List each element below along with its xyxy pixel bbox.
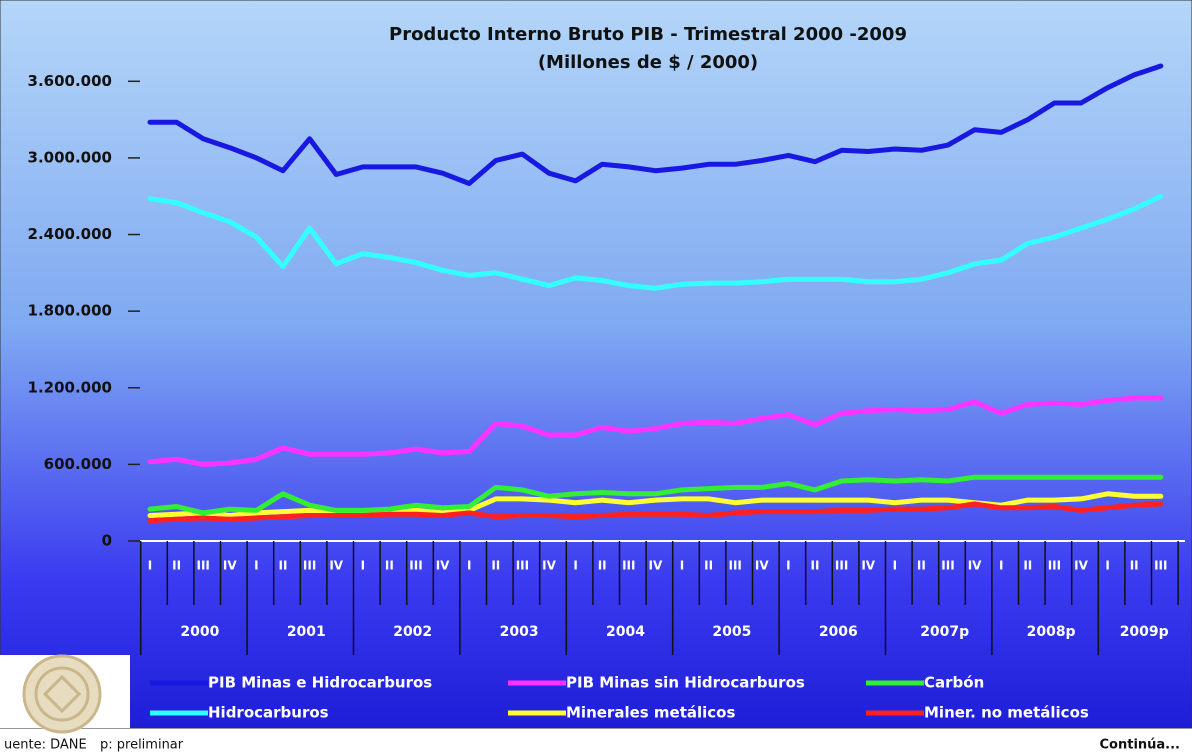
legend-label: PIB Minas sin Hidrocarburos — [566, 674, 805, 692]
chart-subtitle: (Millones de $ / 2000) — [538, 52, 758, 73]
x-tick-label: IV — [755, 559, 769, 573]
x-tick-label: III — [516, 559, 529, 573]
logo — [22, 654, 102, 734]
x-tick-label: II — [811, 559, 820, 573]
y-tick-label: 1.200.000 — [28, 378, 112, 396]
x-tick-label: I — [1105, 559, 1109, 573]
y-tick-label: 1.800.000 — [28, 302, 112, 320]
x-tick-label: I — [361, 559, 365, 573]
x-tick-label: III — [941, 559, 954, 573]
x-tick-label: I — [148, 559, 152, 573]
x-tick-label: II — [598, 559, 607, 573]
x-tick-label: III — [728, 559, 741, 573]
x-tick-label: IV — [649, 559, 663, 573]
y-tick-label: 0 — [102, 532, 112, 550]
year-label: 2008p — [1027, 624, 1076, 640]
legend-label: Minerales metálicos — [566, 704, 735, 722]
frame — [0, 0, 1192, 729]
x-tick-label: II — [172, 559, 181, 573]
legend-label: Carbón — [924, 674, 984, 692]
x-tick-label: I — [680, 559, 684, 573]
series-line — [147, 474, 1164, 516]
note: p: preliminar — [100, 738, 184, 753]
x-tick-label: II — [491, 559, 500, 573]
x-tick-label: IV — [542, 559, 556, 573]
year-label: 2003 — [500, 624, 539, 640]
x-tick-label: IV — [329, 559, 343, 573]
series-line — [147, 395, 1164, 467]
continues: Continúa... — [1100, 738, 1181, 753]
x-tick-label: II — [385, 559, 394, 573]
legend-label: Hidrocarburos — [208, 704, 329, 722]
x-tick-label: II — [704, 559, 713, 573]
y-tick-label: 2.400.000 — [28, 225, 112, 243]
legend-label: Miner. no metálicos — [924, 704, 1089, 722]
year-label: 2006 — [819, 624, 858, 640]
x-tick-label: I — [254, 559, 258, 573]
x-tick-label: III — [1154, 559, 1167, 573]
x-tick-label: IV — [968, 559, 982, 573]
x-tick-label: III — [835, 559, 848, 573]
chart-title: Producto Interno Bruto PIB - Trimestral … — [389, 24, 907, 45]
year-label: 2001 — [287, 624, 326, 640]
x-tick-label: III — [196, 559, 209, 573]
x-tick-label: IV — [861, 559, 875, 573]
x-tick-label: III — [622, 559, 635, 573]
y-tick-label: 3.600.000 — [28, 72, 112, 90]
x-tick-label: II — [279, 559, 288, 573]
y-tick-label: 600.000 — [44, 455, 112, 473]
x-tick-label: I — [999, 559, 1003, 573]
x-tick-label: IV — [223, 559, 237, 573]
year-label: 2002 — [393, 624, 432, 640]
x-tick-label: I — [467, 559, 471, 573]
x-tick-label: III — [303, 559, 316, 573]
source: uente: DANE — [4, 738, 87, 753]
x-tick-label: I — [893, 559, 897, 573]
x-tick-label: I — [573, 559, 577, 573]
series-line — [147, 193, 1164, 291]
year-label: 2009p — [1120, 624, 1169, 640]
legend-label: PIB Minas e Hidrocarburos — [208, 674, 432, 692]
background — [0, 0, 1192, 728]
x-tick-label: IV — [1074, 559, 1088, 573]
x-tick-label: II — [917, 559, 926, 573]
year-label: 2000 — [180, 624, 219, 640]
series-line — [147, 63, 1164, 186]
x-tick-label: I — [786, 559, 790, 573]
x-tick-label: II — [1130, 559, 1139, 573]
x-tick-label: II — [1023, 559, 1032, 573]
year-label: 2004 — [606, 624, 645, 640]
x-tick-label: III — [409, 559, 422, 573]
y-tick-label: 3.000.000 — [28, 148, 112, 166]
year-label: 2005 — [712, 624, 751, 640]
year-label: 2007p — [920, 624, 969, 640]
x-tick-label: IV — [436, 559, 450, 573]
series-line — [147, 501, 1164, 524]
x-tick-label: III — [1048, 559, 1061, 573]
